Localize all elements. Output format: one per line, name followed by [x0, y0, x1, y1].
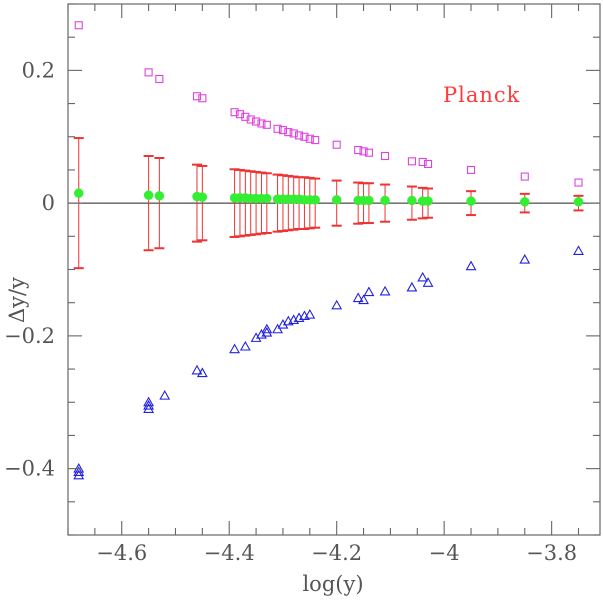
error-bar-layer: [73, 137, 584, 270]
x-tick-label: −4: [429, 541, 460, 565]
upper-point: [198, 94, 207, 103]
upper-point: [354, 145, 363, 155]
lower-point: [352, 292, 364, 303]
lower-point: [465, 260, 477, 271]
upper-point: [295, 131, 304, 140]
x-tick-label: −4.2: [311, 541, 362, 565]
error-bar: [143, 154, 154, 252]
lower-point: [417, 271, 429, 282]
upper-point: [262, 120, 271, 129]
upper-point: [407, 157, 416, 166]
lower-point: [519, 253, 531, 264]
axis-labels: −4.6 −4.4 −4.2 −4 −3.8 −0.4 −0.2 0 0.2: [4, 58, 577, 565]
lower-point: [272, 323, 284, 334]
lower-point: [159, 389, 171, 400]
lower-point: [143, 403, 155, 413]
upper-point: [466, 165, 476, 174]
upper-point: [74, 21, 83, 30]
lower-point: [250, 332, 262, 342]
x-tick-label: −4.6: [96, 541, 147, 565]
upper-point: [278, 126, 287, 135]
center-point: [466, 196, 476, 206]
upper-point: [305, 134, 314, 143]
upper-point: [230, 108, 239, 117]
y-tick-label: 0.2: [22, 58, 55, 82]
lower-point: [304, 309, 316, 319]
upper-point: [246, 115, 255, 124]
upper-point: [574, 178, 583, 187]
lower-point: [191, 364, 203, 375]
center-point: [262, 193, 272, 204]
lower-point: [73, 466, 85, 476]
x-tick-label: −4.4: [204, 541, 255, 565]
center-point: [423, 196, 433, 206]
center-point: [143, 190, 154, 200]
lower-point: [196, 367, 208, 378]
upper-point: [273, 124, 282, 133]
lower-point: [422, 277, 434, 287]
y-tick-label: 0: [42, 191, 55, 215]
upper-point: [418, 157, 427, 167]
upper-series-layer: [74, 21, 583, 187]
lower-point: [73, 469, 85, 480]
center-point: [197, 192, 208, 202]
lower-point: [406, 281, 418, 292]
lower-point: [229, 343, 241, 354]
upper-point: [192, 92, 202, 101]
center-point: [573, 197, 584, 207]
center-point: [310, 195, 320, 205]
y-tick-label: −0.2: [4, 324, 55, 348]
center-point: [380, 195, 390, 206]
center-point: [154, 191, 165, 201]
x-axis-title: log(y): [302, 572, 363, 596]
axes: [67, 3, 601, 536]
error-bar: [191, 163, 202, 243]
lower-point: [277, 318, 289, 329]
lower-point: [239, 340, 251, 351]
center-point: [520, 197, 530, 207]
lower-point: [261, 326, 273, 337]
center-point: [407, 195, 417, 206]
lower-point: [261, 323, 273, 334]
center-series-layer: [73, 188, 584, 207]
upper-point: [144, 68, 153, 77]
lower-point: [379, 285, 391, 296]
lower-point: [331, 299, 343, 310]
upper-point: [252, 117, 261, 126]
upper-point: [332, 140, 341, 149]
upper-point: [300, 132, 309, 141]
upper-point: [520, 172, 529, 181]
lower-point: [573, 245, 584, 255]
center-point: [73, 188, 84, 198]
upper-point: [311, 136, 320, 145]
upper-point: [235, 110, 245, 119]
x-tick-label: −3.8: [526, 541, 577, 565]
error-bar: [154, 156, 165, 250]
upper-point: [257, 119, 266, 128]
upper-point: [359, 147, 368, 156]
lower-point: [358, 294, 369, 305]
upper-point: [241, 112, 250, 121]
lower-point: [143, 399, 155, 410]
upper-point: [289, 129, 298, 138]
planck-annotation: Planck: [443, 83, 520, 107]
upper-point: [364, 148, 373, 157]
upper-point: [381, 151, 390, 161]
y-axis-title: Δy/y: [5, 277, 29, 323]
error-bar: [197, 164, 208, 242]
upper-point: [284, 128, 293, 137]
center-point: [364, 195, 374, 206]
lower-point: [143, 396, 155, 407]
lower-point: [363, 286, 375, 297]
center-point: [331, 195, 342, 205]
upper-point: [155, 74, 164, 84]
y-tick-label: −0.4: [4, 457, 55, 481]
upper-point: [423, 159, 433, 169]
